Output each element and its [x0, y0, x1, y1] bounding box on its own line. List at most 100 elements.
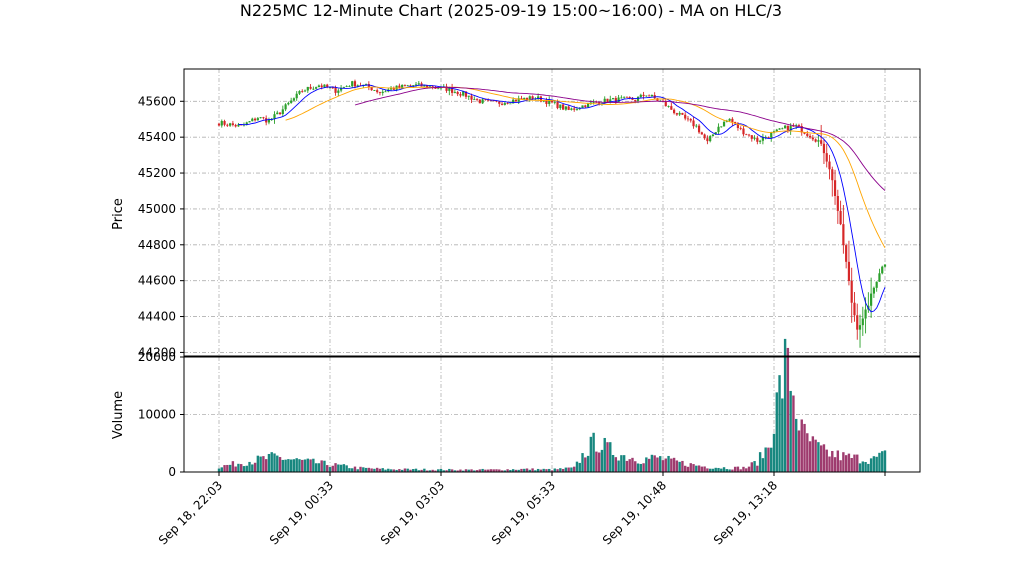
volume-bar [234, 466, 237, 472]
volume-bar [301, 459, 304, 472]
volume-bar [267, 453, 271, 472]
volume-bar [728, 469, 731, 472]
candle-body [625, 96, 629, 98]
candle-body [670, 106, 673, 110]
volume-bar [797, 430, 801, 472]
volume-bar [531, 468, 534, 472]
candle-body [523, 97, 526, 100]
candle-body [525, 97, 529, 101]
volume-bar [578, 462, 581, 472]
volume-bar [825, 449, 828, 472]
volume-bar [364, 467, 368, 472]
volume-bar [659, 456, 662, 472]
candle-body [262, 117, 265, 119]
candle-body [309, 86, 312, 89]
candle-body [639, 94, 642, 97]
volume-bar [592, 432, 595, 472]
candle-body [223, 121, 226, 125]
candle-body [356, 85, 359, 87]
volume-bar [289, 459, 293, 472]
volume-bar [434, 470, 437, 472]
volume-bar [625, 460, 629, 472]
volume-bar [611, 454, 615, 472]
volume-bar [253, 462, 257, 472]
volume-bar [398, 469, 401, 472]
candle-body [295, 93, 298, 99]
candle-body [217, 123, 221, 126]
candle-body [664, 101, 667, 107]
volume-tick-label: 20000 [138, 350, 176, 364]
volume-bar [819, 445, 823, 472]
volume-bar [631, 457, 634, 472]
volume-bar [653, 455, 656, 472]
candle-body [495, 100, 498, 102]
volume-bar [639, 463, 642, 472]
price-tick-label: 45200 [138, 166, 176, 180]
volume-bar [262, 456, 265, 472]
volume-bar [595, 451, 598, 472]
volume-bar [664, 458, 667, 472]
candle-body [675, 113, 678, 115]
candle-body [695, 125, 698, 127]
volume-bar [534, 470, 537, 472]
volume-bar [609, 442, 612, 472]
candle-body [831, 169, 834, 181]
volume-bar [467, 469, 470, 472]
volume-bar [850, 458, 853, 472]
candle-body [634, 99, 637, 101]
volume-bar [553, 468, 556, 472]
price-panel-frame [183, 68, 921, 357]
volume-bar [758, 452, 762, 472]
candle-body [845, 245, 848, 262]
volume-bar [220, 467, 223, 472]
volume-bar [750, 462, 753, 472]
candle-body [448, 87, 451, 91]
candle-body [883, 264, 887, 267]
candle-body [609, 99, 612, 103]
volume-bar [681, 460, 684, 472]
volume-bar [589, 436, 593, 472]
candle-body [234, 124, 237, 127]
candle-body [475, 99, 479, 100]
volume-bar [428, 470, 432, 472]
candle-body [828, 161, 831, 170]
candle-body [697, 125, 701, 133]
candle-body [667, 106, 670, 107]
volume-bar [298, 459, 301, 472]
volume-bar [473, 470, 476, 472]
candle-body [240, 124, 243, 126]
volume-bar [445, 470, 448, 472]
volume-bar [806, 433, 809, 472]
volume-bar [337, 464, 340, 472]
candle-body [850, 281, 853, 303]
candle-body [401, 84, 404, 88]
volume-bar [617, 460, 620, 472]
candle-body [811, 137, 814, 140]
candle-body [731, 118, 734, 122]
candle-body [248, 121, 251, 123]
ma-slow-line [354, 86, 886, 191]
volume-bar [550, 470, 554, 472]
candle-body [278, 112, 282, 115]
volume-bar [795, 418, 798, 472]
candle-body [778, 128, 781, 130]
volume-bar [486, 469, 490, 472]
candle-body [750, 135, 753, 139]
candle-body [870, 293, 873, 306]
volume-bar [606, 442, 609, 472]
candle-body [353, 81, 357, 87]
candle-body [709, 136, 712, 142]
price-tick-label: 44600 [138, 274, 176, 288]
volume-bar [439, 468, 443, 472]
volume-bar [689, 463, 692, 472]
candle-body [531, 96, 534, 100]
candle-body [292, 98, 296, 101]
volume-bar [484, 469, 487, 472]
candle-body [484, 99, 487, 101]
volume-bar [814, 439, 817, 472]
volume-bar [464, 469, 468, 472]
candle-body [276, 112, 279, 115]
volume-bar [375, 467, 379, 472]
candle-body [842, 224, 845, 246]
volume-bar [314, 463, 318, 472]
